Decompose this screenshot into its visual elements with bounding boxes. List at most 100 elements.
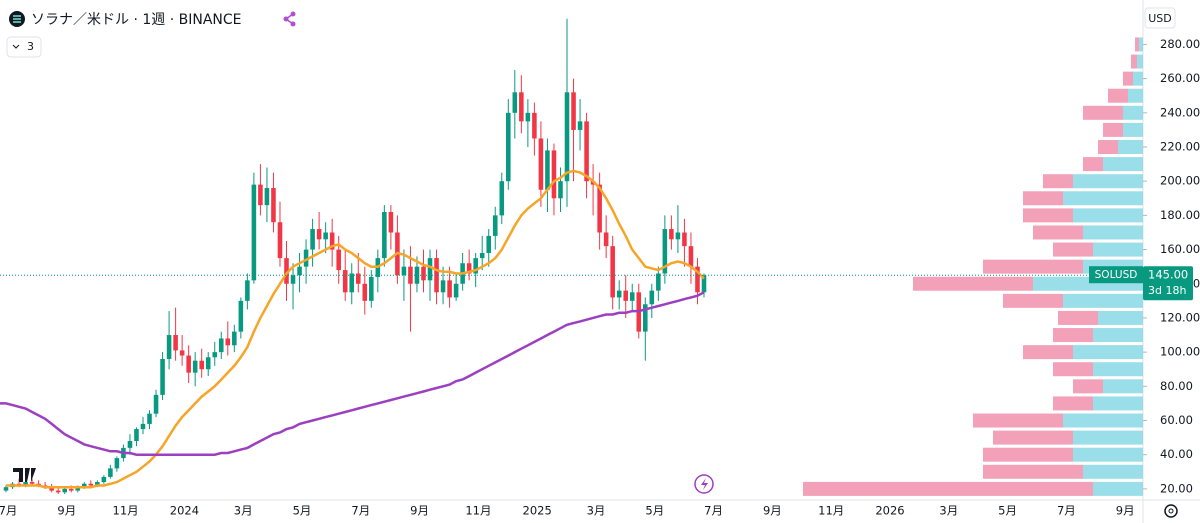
candle-body	[245, 280, 250, 301]
profile-down	[1023, 191, 1063, 206]
x-tick-label: 5月	[645, 504, 664, 518]
candle-body	[525, 112, 531, 122]
lightning-icon[interactable]	[694, 474, 714, 494]
candle-body	[512, 92, 518, 113]
candle-body	[382, 211, 387, 259]
candle-body	[656, 273, 661, 291]
indicator-toggle[interactable]	[6, 36, 42, 58]
moving-average	[0, 291, 705, 456]
profile-up	[1103, 157, 1143, 172]
y-tick-label: 180.00	[1160, 208, 1200, 222]
profile-up	[1118, 140, 1143, 155]
y-tick-label: 120.00	[1160, 310, 1200, 324]
x-tick-label: 7月	[0, 504, 17, 518]
x-tick-label: 7月	[1057, 504, 1076, 518]
candle-body	[153, 394, 159, 414]
candle-body	[81, 483, 87, 488]
profile-down	[1053, 362, 1093, 377]
candle-body	[401, 266, 407, 276]
indicator-count: 3	[27, 40, 34, 53]
profile-down	[1123, 71, 1133, 86]
header: ソラナ／米ドル · 1週 · BINANCE 3	[6, 11, 296, 58]
candle-body	[199, 360, 204, 370]
candle-body	[675, 232, 681, 240]
candle-body	[629, 292, 635, 301]
candle-body	[95, 482, 100, 486]
x-tick-label: 9月	[763, 504, 782, 518]
candle-body	[238, 300, 244, 332]
profile-down	[983, 259, 1083, 274]
candle-body	[682, 232, 687, 247]
profile-down	[1053, 396, 1093, 411]
x-tick-label: 11月	[818, 504, 844, 518]
candle-body	[258, 184, 263, 206]
y-tick-label: 80.00	[1160, 379, 1193, 393]
candle-body	[212, 352, 218, 358]
candle-body	[277, 222, 283, 259]
candle-body	[147, 413, 152, 424]
moving-average	[6, 169, 705, 489]
price-tag-countdown: 3d 18h	[1148, 284, 1186, 297]
candle-body	[662, 229, 668, 274]
profile-down	[803, 481, 1093, 496]
candle-body	[577, 121, 583, 130]
profile-down	[1023, 345, 1073, 360]
share-icon[interactable]	[283, 11, 296, 27]
profile-up	[1073, 174, 1143, 189]
profile-down	[1053, 328, 1093, 343]
candle-body	[473, 258, 478, 274]
candle-body	[3, 487, 9, 491]
y-tick-label: 280.00	[1160, 37, 1200, 51]
candle-body	[538, 138, 544, 190]
candle-body	[101, 476, 107, 483]
candle-body	[603, 232, 609, 247]
profile-up	[1073, 345, 1143, 360]
profile-up	[1098, 310, 1143, 325]
candle-body	[414, 266, 420, 284]
candle-body	[408, 266, 413, 284]
x-tick-label: 3月	[234, 504, 253, 518]
currency-button[interactable]	[1144, 7, 1176, 29]
candle-body	[492, 215, 498, 236]
y-tick-label: 220.00	[1160, 140, 1200, 154]
x-tick-label: 11月	[113, 504, 139, 518]
candle-body	[643, 304, 648, 332]
x-tick-label: 7月	[351, 504, 370, 518]
candle-body	[166, 335, 172, 359]
candle-body	[623, 290, 629, 301]
y-tick-label: 240.00	[1160, 105, 1200, 119]
candle-body	[160, 358, 165, 395]
x-tick-label: 2025	[523, 504, 552, 518]
candle-body	[545, 150, 550, 190]
profile-up	[1073, 430, 1143, 445]
candle-body	[62, 488, 67, 493]
profile-down	[983, 464, 1083, 479]
profile-up	[1063, 191, 1143, 206]
candle-body	[506, 112, 511, 182]
x-tick-label: 7月	[704, 504, 723, 518]
candle-body	[192, 360, 198, 373]
profile-up	[1073, 208, 1143, 223]
candle-body	[329, 232, 335, 250]
candle-body	[310, 229, 315, 250]
x-tick-label: 9月	[410, 504, 429, 518]
symbol-title: ソラナ／米ドル · 1週 · BINANCE	[31, 12, 242, 28]
profile-up	[1093, 396, 1143, 411]
candle-body	[23, 482, 28, 486]
candle-body	[179, 350, 185, 356]
profile-down	[913, 276, 1033, 291]
profile-up	[1083, 464, 1143, 479]
candle-body	[447, 280, 452, 298]
candle-body	[336, 249, 341, 271]
profile-down	[1023, 208, 1073, 223]
volume-profile	[803, 37, 1143, 496]
symbol-tag	[1089, 266, 1143, 284]
candle-body	[499, 181, 505, 216]
settings-icon[interactable]	[1164, 504, 1178, 518]
candle-body	[342, 270, 348, 293]
x-tick-label: 3月	[587, 504, 606, 518]
candle-body	[127, 441, 133, 448]
y-tick-label: 20.00	[1160, 481, 1193, 495]
profile-down	[983, 447, 1073, 462]
